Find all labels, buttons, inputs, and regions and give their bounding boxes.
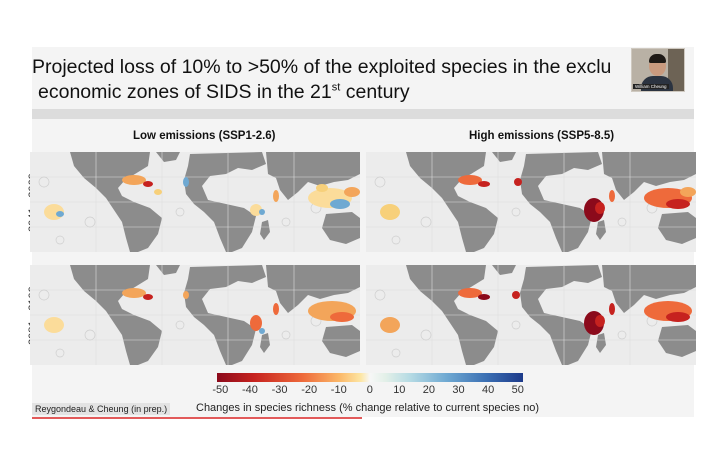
source-citation: Reygondeau & Cheung (in prep.) xyxy=(32,403,171,415)
column-header-high: High emissions (SSP5-8.5) xyxy=(469,130,615,142)
map-high-2081-2100 xyxy=(366,265,696,365)
title-line-2: economic zones of SIDS in the 21st centu… xyxy=(38,81,410,103)
slide-title: Projected loss of 10% to >50% of the exp… xyxy=(32,55,672,105)
colorbar-tick: 40 xyxy=(482,384,495,396)
colorbar-tick: -10 xyxy=(330,384,347,396)
title-band xyxy=(32,109,694,119)
species-change-patches xyxy=(380,288,692,335)
species-change-patches xyxy=(44,288,356,334)
colorbar-tick: 0 xyxy=(366,384,373,396)
source-underline xyxy=(32,417,362,419)
colorbar-tick: -40 xyxy=(242,384,258,396)
presenter-webcam: William Cheung xyxy=(631,48,685,92)
map-high-2041-2060 xyxy=(366,152,696,252)
colorbar-tick: 20 xyxy=(422,384,436,396)
presenter-hair xyxy=(649,54,666,63)
webcam-bookshelf xyxy=(668,49,684,91)
column-header-low: Low emissions (SSP1-2.6) xyxy=(133,130,276,142)
map-low-2041-2060 xyxy=(30,152,360,252)
title-line-1: Projected loss of 10% to >50% of the exp… xyxy=(32,56,612,78)
colorbar-tick: -30 xyxy=(271,384,288,396)
colorbar-tick: -20 xyxy=(301,384,318,396)
colorbar-tick: -50 xyxy=(212,384,229,396)
species-change-patches xyxy=(380,175,696,222)
colorbar-tick: 50 xyxy=(511,384,524,396)
colorbar-tick: 30 xyxy=(452,384,465,396)
webcam-name-tag: William Cheung xyxy=(633,84,669,89)
title-superscript: st xyxy=(331,81,341,94)
colorbar xyxy=(217,373,523,382)
species-change-patches xyxy=(44,175,360,220)
colorbar-caption: Changes in species richness (% change re… xyxy=(196,402,540,414)
map-low-2081-2100 xyxy=(30,265,360,365)
colorbar-tick: 10 xyxy=(393,384,406,396)
